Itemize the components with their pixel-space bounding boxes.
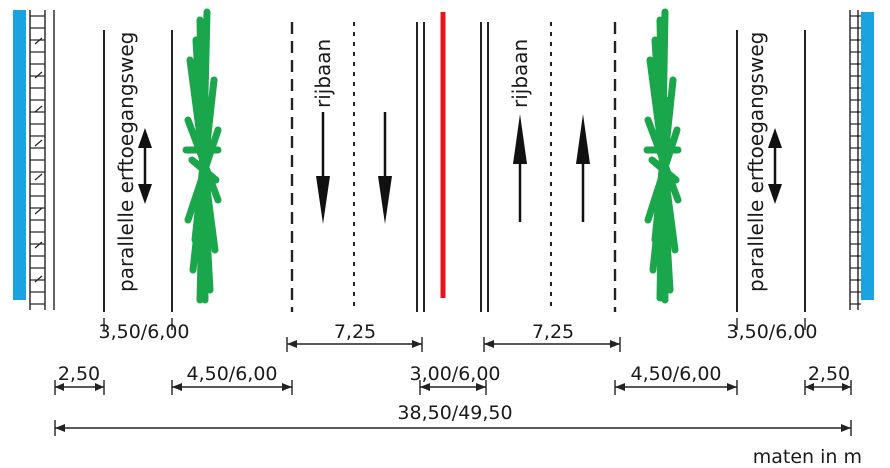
left-sidewalk-strip [13, 10, 26, 300]
dimension-right-access [736, 318, 806, 330]
tree-row-icon [643, 8, 682, 304]
dimension-right-carriageway [483, 337, 621, 352]
dimension-left-access [103, 318, 173, 330]
total-width-label: 38,50/49,50 [397, 402, 512, 424]
dimension-left-verge [171, 380, 293, 395]
dimension-right-sidewalk [804, 380, 852, 395]
median-width-label: 3,00/6,00 [409, 363, 500, 385]
left-carriageway-width-label: 7,25 [334, 321, 376, 343]
dimension-total [54, 420, 852, 436]
left-access-label: parallelle erftoegangsweg [114, 32, 138, 292]
right-verge-label: 4,50/6,00 [630, 363, 721, 385]
right-access-width-label: 3,50/6,00 [726, 321, 817, 343]
left-carriageway-label: rijbaan [311, 39, 335, 108]
left-access-width-label: 3,50/6,00 [98, 321, 189, 343]
direction-arrow-icon [378, 112, 392, 224]
direction-arrow-icon [138, 128, 152, 204]
units-note: maten in m [753, 446, 862, 468]
right-carriageway-label: rijbaan [508, 39, 532, 108]
right-sidewalk-strip [861, 12, 874, 300]
right-sidewalk-label: 2,50 [808, 363, 850, 385]
right-building-facade [849, 10, 874, 310]
tree-row-icon [182, 8, 222, 304]
dimension-right-verge [614, 380, 738, 395]
right-access-label: parallelle erftoegangsweg [744, 32, 768, 292]
dimension-median [419, 380, 487, 395]
right-carriageway-width-label: 7,25 [532, 321, 574, 343]
direction-arrow-icon [513, 114, 527, 222]
direction-arrow-icon [768, 128, 782, 204]
left-building-facade [13, 10, 55, 310]
dimension-left-carriageway [286, 337, 423, 352]
left-verge-label: 4,50/6,00 [186, 363, 277, 385]
direction-arrow-icon [576, 114, 590, 222]
dimension-left-sidewalk [54, 380, 105, 395]
direction-arrow-icon [316, 112, 330, 224]
left-sidewalk-label: 2,50 [58, 363, 100, 385]
